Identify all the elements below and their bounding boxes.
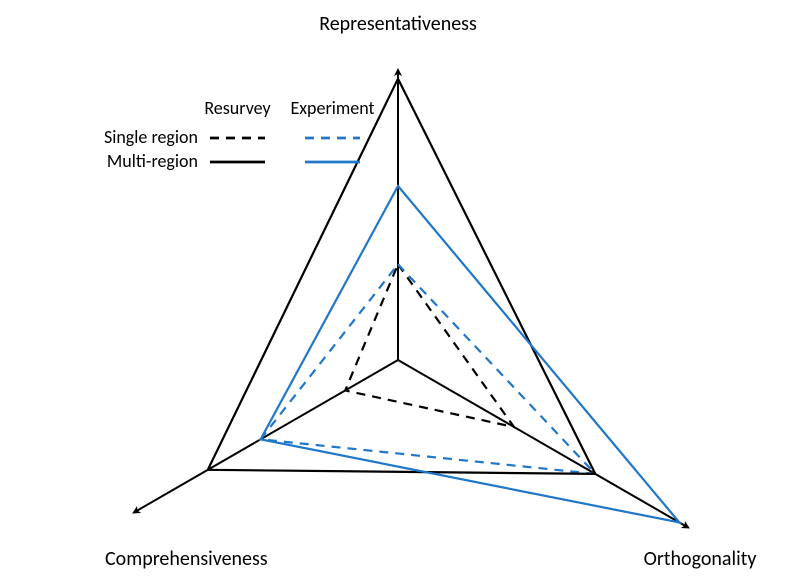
legend-col-1: Experiment	[290, 97, 374, 119]
axis-comprehensiveness	[134, 360, 398, 513]
radar-series	[208, 79, 680, 523]
legend: Resurvey Experiment Single regionMulti-reg…	[104, 97, 375, 172]
series-multi_resurvey	[208, 79, 596, 474]
legend-row-0: Single region	[104, 126, 198, 148]
radar-chart: Representativeness Orthogonality Comprehen…	[0, 0, 800, 584]
axis-label-orthogonality: Orthogonality	[644, 547, 757, 571]
legend-row-1: Multi-region	[107, 150, 198, 172]
axis-labels: Representativeness Orthogonality Comprehen…	[105, 12, 756, 571]
axis-label-comprehensiveness: Comprehensiveness	[105, 547, 268, 571]
series-single_experiment	[261, 264, 596, 474]
series-single_resurvey	[345, 264, 514, 427]
axis-label-representativeness: Representativeness	[319, 12, 477, 36]
legend-col-0: Resurvey	[204, 97, 271, 119]
axis-orthogonality	[398, 360, 688, 528]
